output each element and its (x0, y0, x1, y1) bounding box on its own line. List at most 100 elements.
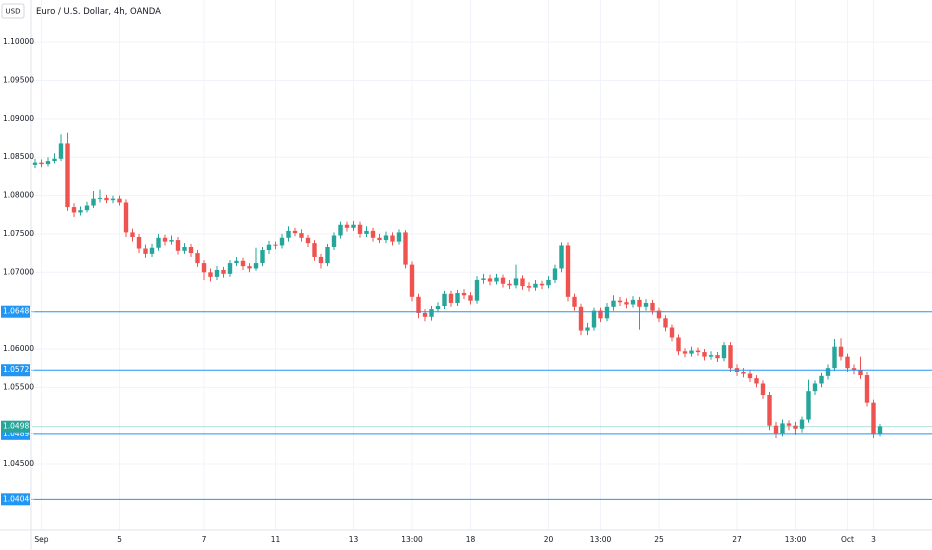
candle-body (741, 371, 746, 374)
candle-body (598, 310, 603, 319)
candle-body (461, 292, 467, 296)
candle-body (71, 207, 77, 213)
candle-body (754, 378, 759, 384)
candle-body (773, 425, 779, 434)
candle-body (819, 375, 824, 384)
candle-body (760, 383, 766, 396)
candle-body (552, 268, 558, 280)
candle-body (97, 197, 103, 199)
candle-body (65, 143, 70, 208)
candle-body (273, 244, 278, 246)
candle-body (689, 350, 694, 354)
candle-body (52, 158, 57, 162)
candle-body (494, 277, 499, 282)
candle-body (864, 375, 870, 403)
y-tick-label: 1.04500 (3, 459, 34, 468)
candle-body (825, 368, 831, 376)
candle-body (312, 243, 317, 257)
candle-body (266, 244, 272, 251)
candle-body (793, 425, 798, 429)
candle-body (643, 302, 649, 307)
candle-body (331, 235, 337, 247)
candle-body (851, 368, 857, 371)
candle-body (377, 237, 382, 241)
candle-body (234, 260, 239, 264)
candle-body (585, 327, 590, 331)
candle-body (487, 278, 493, 282)
candle-body (208, 272, 213, 277)
candle-body (604, 306, 610, 319)
candle-body (838, 346, 844, 357)
candle-body (195, 253, 200, 264)
candle-body (58, 143, 64, 159)
candle-body (682, 351, 688, 354)
y-tick-label: 1.08000 (3, 191, 34, 200)
candle-body (728, 345, 733, 369)
x-tick-label: 25 (654, 535, 664, 544)
candle-body (227, 263, 233, 274)
candle-body (747, 373, 753, 379)
candle-body (175, 240, 181, 251)
candle-body (721, 345, 727, 359)
y-tick-label: 1.10000 (3, 37, 34, 46)
candle-body (630, 299, 636, 305)
candle-body (149, 247, 155, 254)
candle-body (390, 235, 395, 242)
candle-body (299, 233, 304, 238)
candle-body (416, 296, 421, 313)
x-tick-label: 18 (466, 535, 476, 544)
x-tick-label: 3 (871, 535, 876, 544)
y-tick-label: 1.09000 (3, 114, 34, 123)
level-label-bg (1, 364, 30, 377)
candle-body (539, 283, 545, 286)
candle-body (117, 198, 122, 203)
candle-body (474, 279, 480, 301)
candle-body (156, 237, 161, 248)
candle-body (455, 292, 460, 303)
candle-body (435, 306, 441, 310)
candle-body (448, 293, 454, 303)
currency-box[interactable] (1, 3, 25, 19)
last-price-label: 1.04987 (3, 422, 34, 431)
candle-body (91, 198, 96, 206)
candle-body (877, 426, 883, 435)
candle-body (533, 283, 538, 288)
candle-body (422, 312, 428, 317)
x-tick-label: 11 (271, 535, 281, 544)
candle-body (546, 279, 551, 286)
candle-body (247, 266, 252, 269)
candle-body (559, 245, 564, 269)
candle-body (799, 419, 805, 429)
x-tick-label: 13:00 (785, 535, 807, 544)
level-label-bg (1, 305, 30, 318)
candle-body (188, 246, 194, 254)
candles (31, 132, 932, 500)
candle-body (520, 278, 525, 287)
currency[interactable]: USD (6, 8, 21, 16)
x-tick-label: 7 (202, 535, 207, 544)
candle-body (780, 423, 785, 434)
x-tick-label: 20 (544, 535, 554, 544)
x-tick-label: 27 (732, 535, 742, 544)
candle-body (45, 161, 51, 165)
candle-body (650, 302, 655, 311)
candle-body (695, 350, 701, 353)
candle-body (526, 286, 532, 288)
candle-body (708, 355, 714, 357)
candle-body (767, 395, 772, 426)
candle-body (572, 296, 577, 307)
candle-body (702, 352, 707, 357)
candle-body (611, 300, 616, 307)
level-label: 1.06486 (3, 307, 34, 316)
candle-body (676, 337, 681, 352)
candle-body (871, 402, 876, 435)
candle-body (110, 198, 116, 201)
candle-body (78, 210, 83, 213)
candle-body (396, 232, 402, 242)
y-tick-label: 1.09500 (3, 76, 34, 85)
candle-body (715, 355, 720, 359)
candle-body (123, 202, 129, 233)
